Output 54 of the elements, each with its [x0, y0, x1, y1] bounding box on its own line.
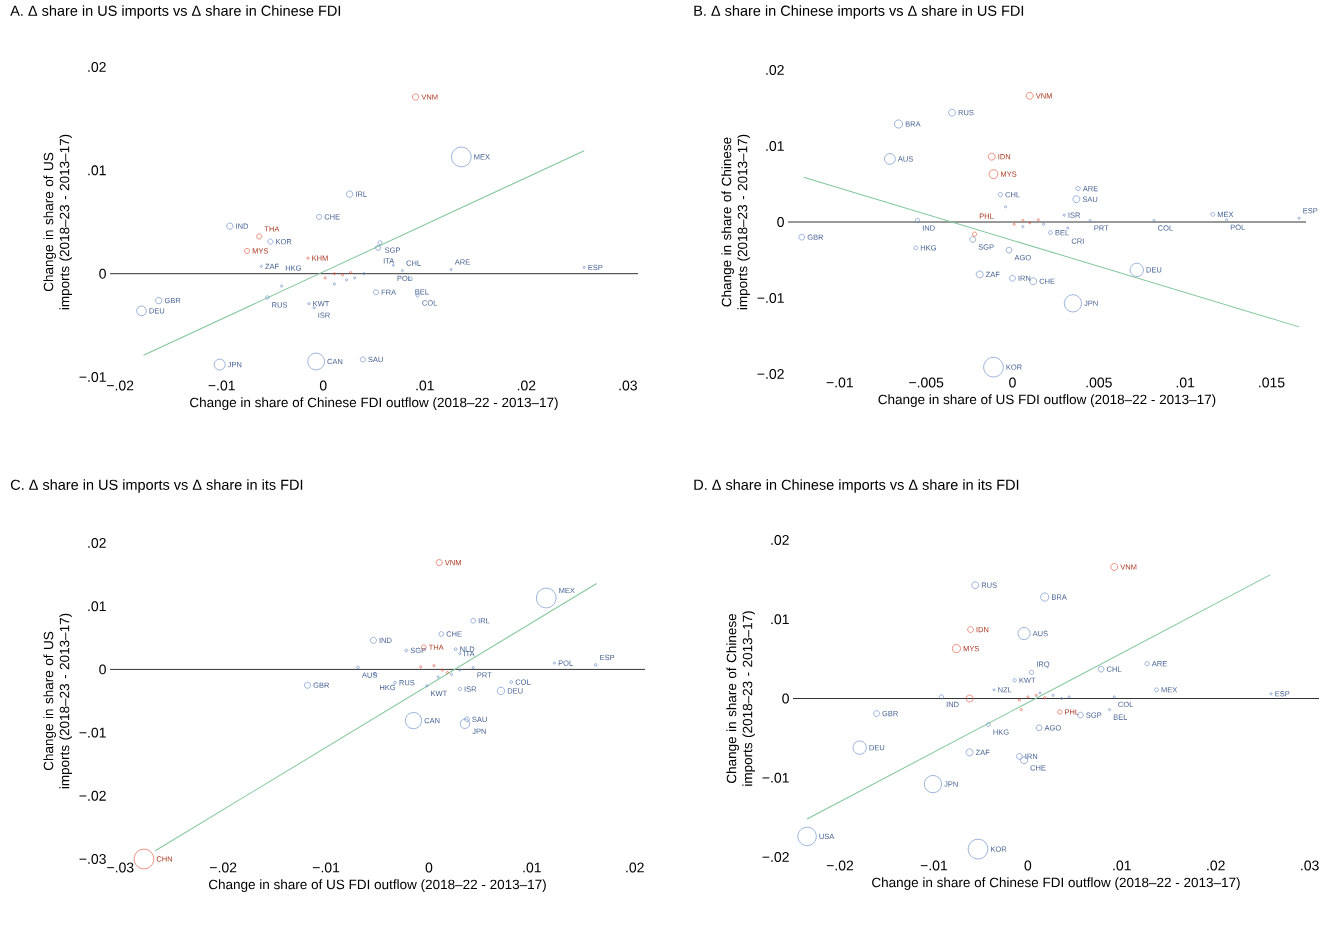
x-tick-label: −.01: [312, 862, 340, 873]
y-tick-label: −.02: [762, 852, 789, 862]
y-tick-label: −.02: [757, 369, 784, 379]
chart-title: D. Δ share in Chinese imports vs Δ share in its FDI: [694, 479, 1019, 493]
y-tick-label: −.01: [79, 727, 106, 738]
x-tick-label: −.02: [210, 862, 237, 873]
y-axis-title: Change in share of US imports (2018–23 - 2013–17): [43, 613, 72, 789]
x-tick-label: .01: [1113, 860, 1131, 871]
x-tick-label: −.01: [826, 377, 853, 388]
x-tick-label: 0: [425, 862, 433, 873]
x-tick-label: .03: [1301, 860, 1319, 871]
x-tick-label: .01: [1176, 377, 1195, 388]
y-tick-label: 0: [99, 268, 106, 279]
y-tick-label: 0: [99, 664, 106, 675]
x-tick-label: .015: [1259, 377, 1285, 388]
chart-title: B. Δ share in Chinese imports vs Δ share in US FDI: [694, 5, 1024, 19]
y-tick-label: .02: [88, 538, 106, 548]
y-tick-label: −.01: [757, 293, 784, 303]
x-axis-title: Change in share of US FDI outflow (2018–22 - 2013–17): [878, 394, 1216, 407]
x-tick-label: .02: [1207, 860, 1225, 871]
y-tick-label: .01: [88, 601, 106, 612]
x-tick-label: .005: [1086, 377, 1112, 388]
y-tick-label: 0: [782, 693, 789, 704]
x-tick-label: 0: [1024, 860, 1032, 871]
x-tick-label: 0: [319, 380, 327, 391]
x-tick-label: 0: [1009, 377, 1016, 388]
x-tick-label: .01: [416, 380, 434, 391]
y-axis-title: Change in share of Chinese imports (2018–23 - 2013–17): [726, 611, 755, 786]
x-tick-label: −.01: [920, 860, 948, 871]
x-tick-label: −.005: [909, 377, 944, 388]
y-tick-label: .02: [771, 535, 789, 545]
x-tick-label: .02: [626, 862, 644, 873]
y-tick-label: −.02: [79, 790, 106, 801]
y-tick-label: .01: [766, 141, 784, 151]
y-tick-label: .02: [766, 65, 784, 75]
y-tick-label: −.01: [762, 772, 789, 783]
y-tick-label: 0: [777, 217, 784, 227]
y-axis-title: Change in share of US imports (2018–23 - 2013–17): [43, 134, 72, 310]
y-tick-label: .01: [88, 165, 106, 176]
x-tick-label: −.03: [107, 862, 134, 873]
y-tick-label: .01: [771, 614, 789, 625]
x-tick-label: .02: [517, 380, 536, 391]
x-tick-label: −.02: [107, 380, 134, 391]
x-tick-label: −.02: [826, 860, 854, 871]
y-tick-label: .02: [88, 62, 106, 72]
chart-title: A. Δ share in US imports vs Δ share in Chinese FDI: [10, 5, 341, 19]
x-axis-title: Change in share of Chinese FDI outflow (2018–22 - 2013–17): [872, 877, 1240, 890]
x-axis-title: Change in share of US FDI outflow (2018–22 - 2013–17): [208, 879, 546, 892]
x-tick-label: .01: [523, 862, 541, 873]
x-axis-title: Change in share of Chinese FDI outflow (2018–22 - 2013–17): [190, 397, 558, 410]
x-tick-label: .03: [619, 380, 637, 391]
chart-title: C. Δ share in US imports vs Δ share in its FDI: [10, 479, 303, 493]
y-axis-title: Change in share of Chinese imports (2018–23 - 2013–17): [721, 134, 750, 310]
x-tick-label: −.01: [208, 380, 235, 391]
